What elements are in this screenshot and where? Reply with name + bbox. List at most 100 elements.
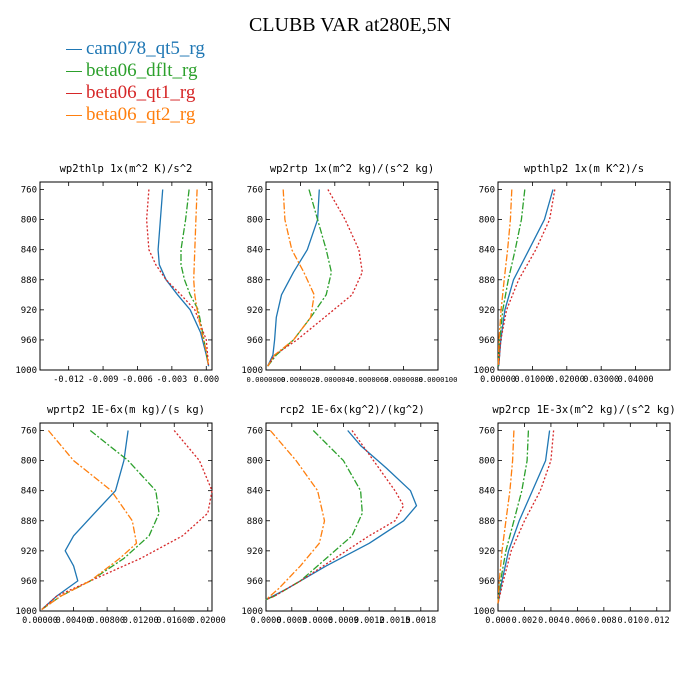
y-tick-label: 840 [21, 487, 37, 497]
y-tick-label: 960 [247, 336, 263, 346]
series-line [41, 429, 160, 611]
x-tick-label: 0.000 [485, 616, 511, 626]
figure-title: CLUBB VAR at280E,5N [248, 14, 452, 36]
series-line [265, 430, 405, 601]
chart-panel: wp2rcp 1E-3x(m^2 kg)/(s^2 kg) 760 800 840 88… [473, 404, 675, 626]
series-line [193, 189, 210, 367]
legend-label: beta06_qt2_rg [86, 104, 196, 125]
chart-panel: wpthlp2 1x(m K^2)/s 760 800 840 880 920 960 100… [473, 163, 671, 385]
y-tick-label: 840 [479, 487, 495, 497]
y-tick-label: 960 [21, 336, 37, 346]
y-tick-label: 800 [479, 216, 495, 226]
legend-label: beta06_qt1_rg [86, 82, 196, 103]
chart-panel: wp2thlp 1x(m^2 K)/s^2 760 800 840 880 920 960 1… [15, 163, 219, 385]
series-line [41, 430, 213, 610]
x-tick-label: 0.0012 [354, 616, 385, 626]
x-tick-label: 0.0000100 [419, 375, 458, 384]
legend: cam078_qt5_rg beta06_dflt_rg beta06_qt1_… [66, 38, 205, 126]
x-tick-label: -0.009 [88, 375, 119, 385]
series-line [497, 189, 513, 367]
x-tick-label: 0.000 [193, 375, 219, 385]
x-tick-label: 0.0000000 [247, 375, 286, 384]
panel-title: rcp2 1E-6x(kg^2)/(kg^2) [279, 404, 424, 416]
legend-swatch [66, 93, 82, 95]
legend-swatch [66, 115, 82, 117]
y-tick-label: 1000 [241, 607, 263, 617]
y-tick-label: 800 [247, 457, 263, 467]
series-line [497, 430, 530, 604]
y-tick-label: 880 [479, 517, 495, 527]
chart-panel: wprtp2 1E-6x(m kg)/(s kg) 760 800 840 880 920… [15, 404, 225, 626]
y-tick-label: 840 [479, 246, 495, 256]
y-tick-label: 880 [247, 517, 263, 527]
chart-panel: rcp2 1E-6x(kg^2)/(kg^2) 760 800 840 880 920 96… [241, 404, 439, 626]
y-tick-label: 920 [21, 306, 37, 316]
x-tick-label: 0.002 [512, 616, 538, 626]
x-tick-label: 0.02000 [549, 375, 585, 385]
x-tick-label: 0.01000 [514, 375, 550, 385]
x-tick-label: 0.01600 [156, 616, 192, 626]
y-tick-label: 760 [479, 427, 495, 437]
legend-item: beta06_dflt_rg [66, 60, 205, 82]
y-tick-label: 880 [479, 276, 495, 286]
x-tick-label: 0.0018 [405, 616, 436, 626]
x-tick-label: 0.00000 [480, 375, 516, 385]
series-line [265, 430, 418, 601]
y-tick-label: 920 [247, 306, 263, 316]
y-tick-label: 760 [21, 186, 37, 196]
series-line [497, 430, 555, 604]
series-line [157, 189, 210, 367]
y-tick-label: 1000 [241, 366, 263, 376]
y-tick-label: 840 [247, 246, 263, 256]
x-tick-label: 0.0000080 [384, 375, 423, 384]
legend-item: beta06_qt2_rg [66, 104, 205, 126]
axes-frame [39, 181, 213, 371]
axes-frame [39, 422, 213, 612]
x-tick-label: 0.0003 [276, 616, 307, 626]
axes-frame [497, 181, 671, 371]
x-tick-label: 0.010 [618, 616, 644, 626]
x-tick-label: 0.00000 [22, 616, 58, 626]
y-tick-label: 800 [21, 216, 37, 226]
y-tick-label: 960 [479, 336, 495, 346]
y-tick-label: 920 [247, 547, 263, 557]
x-tick-label: 0.04000 [618, 375, 654, 385]
series-line [41, 430, 129, 610]
x-tick-label: 0.006 [565, 616, 591, 626]
legend-item: beta06_qt1_rg [66, 82, 205, 104]
x-tick-label: 0.008 [591, 616, 617, 626]
series-line [498, 189, 554, 367]
y-tick-label: 760 [479, 186, 495, 196]
series-line [267, 189, 320, 367]
x-tick-label: 0.02000 [190, 616, 226, 626]
series-line [267, 189, 363, 367]
series-line [497, 189, 526, 367]
x-tick-label: 0.0000060 [350, 375, 389, 384]
y-tick-label: 800 [21, 457, 37, 467]
x-tick-label: 0.0015 [380, 616, 411, 626]
y-tick-label: 1000 [15, 366, 37, 376]
legend-swatch [66, 49, 82, 51]
legend-item: cam078_qt5_rg [66, 38, 205, 60]
series-line [145, 189, 210, 367]
axes-frame [265, 422, 439, 612]
legend-label: beta06_dflt_rg [86, 60, 198, 81]
y-tick-label: 800 [247, 216, 263, 226]
x-tick-label: 0.00800 [89, 616, 125, 626]
y-tick-label: 920 [479, 306, 495, 316]
legend-swatch [66, 71, 82, 73]
series-line [498, 189, 556, 367]
x-tick-label: -0.006 [122, 375, 153, 385]
y-tick-label: 1000 [473, 366, 495, 376]
x-tick-label: -0.012 [53, 375, 84, 385]
y-tick-label: 960 [479, 577, 495, 587]
chart-panel: wp2rtp 1x(m^2 kg)/(s^2 kg) 760 800 840 880 92… [241, 163, 457, 384]
y-tick-label: 840 [247, 487, 263, 497]
y-tick-label: 880 [21, 517, 37, 527]
x-tick-label: 0.0000020 [281, 375, 320, 384]
x-tick-label: 0.0006 [302, 616, 333, 626]
legend-label: cam078_qt5_rg [86, 38, 205, 59]
panel-title: wp2rtp 1x(m^2 kg)/(s^2 kg) [270, 163, 434, 175]
x-tick-label: 0.004 [538, 616, 564, 626]
x-tick-label: -0.003 [157, 375, 188, 385]
